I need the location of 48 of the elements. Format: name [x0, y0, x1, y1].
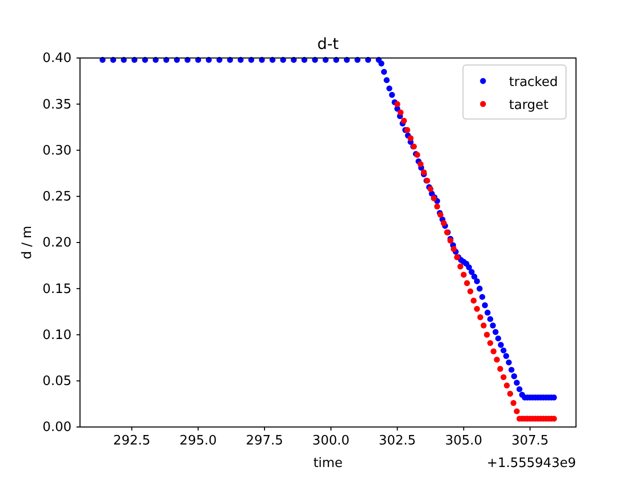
- x-tick-label: 292.5: [113, 434, 150, 449]
- point: [400, 118, 407, 124]
- y-tick-label: 0.40: [42, 51, 72, 66]
- point: [450, 246, 457, 252]
- y-tick-label: 0.00: [42, 420, 72, 436]
- point: [497, 366, 504, 372]
- point: [480, 322, 487, 329]
- x-tick-label: 295.0: [180, 434, 217, 449]
- y-tick-label: 0.15: [42, 282, 72, 297]
- point: [494, 356, 500, 363]
- point: [464, 280, 470, 286]
- x-axis-title: time: [313, 456, 343, 471]
- point: [510, 400, 516, 406]
- point: [408, 135, 414, 142]
- point: [394, 101, 400, 108]
- point: [484, 332, 490, 338]
- point: [460, 272, 467, 278]
- point: [487, 340, 494, 346]
- y-tick-label: 0.25: [42, 190, 72, 205]
- chart-title: d-t: [317, 35, 339, 53]
- y-tick-label: 0.20: [42, 236, 72, 251]
- x-tick-label: 305.0: [445, 434, 482, 449]
- point: [474, 306, 480, 312]
- y-tick-label: 0.35: [42, 97, 72, 112]
- x-tick-label: 300.0: [312, 434, 350, 449]
- y-tick-label: 0.30: [42, 143, 72, 158]
- point: [504, 382, 510, 388]
- y-axis-title: d / m: [20, 226, 35, 260]
- point: [514, 408, 520, 414]
- x-tick-label: 297.5: [246, 434, 284, 449]
- y-tick-label: 0.10: [42, 328, 72, 343]
- x-tick-label: 302.5: [378, 434, 416, 449]
- point: [418, 161, 424, 168]
- x-tick-label: 307.5: [511, 434, 549, 449]
- point: [490, 348, 497, 354]
- point: [477, 314, 484, 320]
- point: [434, 204, 440, 210]
- point: [470, 298, 477, 304]
- legend-label: target: [509, 98, 549, 113]
- legend-label: tracked: [509, 75, 558, 90]
- text: +1.555943e9: [486, 456, 576, 471]
- point: [467, 288, 474, 294]
- point: [500, 374, 506, 380]
- point: [398, 109, 404, 116]
- y-tick-label: 0.05: [42, 374, 72, 390]
- point: [440, 220, 447, 226]
- point: [507, 390, 514, 397]
- point: [457, 264, 464, 270]
